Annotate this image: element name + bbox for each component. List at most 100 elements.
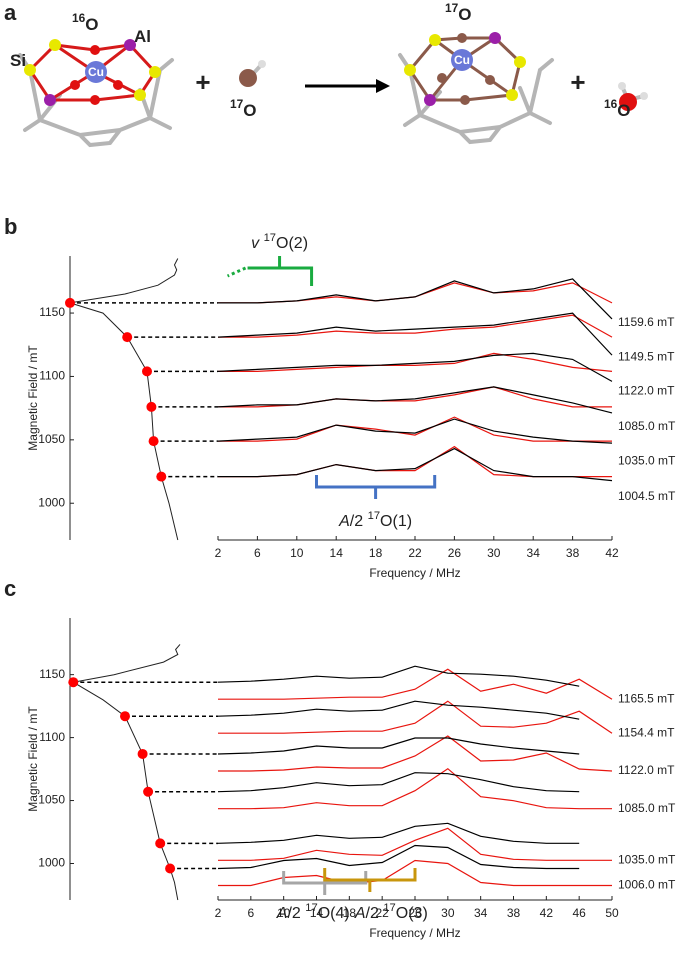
field-label: 1085.0 mT [618, 419, 676, 433]
annotation-label: v 17O(2) [251, 232, 308, 252]
experiment-trace [218, 447, 613, 482]
field-marker [155, 838, 166, 849]
experiment-trace [217, 700, 580, 720]
experiment-trace [217, 312, 613, 356]
text-part: O [243, 101, 256, 120]
text-part: 17 [230, 97, 244, 111]
simulation-trace [218, 735, 613, 772]
x-tick-label: 2 [215, 906, 222, 920]
x-tick-label: 34 [474, 906, 488, 920]
experiment-trace [217, 772, 580, 793]
x-tick-label: 38 [507, 906, 521, 920]
x-tick-label: 10 [290, 546, 304, 560]
y-axis-label: Magnetic Field / mT [26, 345, 40, 451]
x-tick-label: 22 [408, 546, 422, 560]
x-tick-label: 38 [566, 546, 580, 560]
text-part: + [570, 67, 585, 97]
annotation-bracket [282, 871, 368, 895]
molecule-label: 17O [445, 1, 471, 24]
text-part: Al [134, 27, 151, 46]
cage-left [18, 39, 174, 148]
annotation-bracket [315, 475, 437, 499]
field-marker [146, 401, 157, 412]
experiment-trace [217, 352, 613, 382]
text-part: 16 [604, 97, 618, 111]
field-label: 1165.5 mT [618, 691, 675, 705]
text-part: 17 [264, 232, 276, 244]
text-part: 17 [383, 902, 395, 914]
y-tick-label: 1000 [38, 495, 65, 509]
y-tick-label: 1050 [38, 793, 65, 807]
simulation-trace [218, 386, 612, 408]
y-tick-label: 1100 [39, 369, 65, 383]
experiment-trace [218, 278, 613, 320]
field-marker [156, 471, 167, 482]
x-tick-label: 14 [310, 906, 324, 920]
text-part: Cu [88, 65, 104, 79]
field-label: 1006.0 mT [618, 878, 676, 892]
molecule-label: Cu [88, 65, 104, 79]
simulation-trace [218, 700, 613, 734]
x-tick-label: 18 [343, 906, 357, 920]
reaction-arrow [305, 79, 390, 93]
field-marker [142, 366, 152, 377]
field-label: 1159.6 mT [618, 315, 675, 329]
x-tick-label: 42 [540, 906, 554, 920]
text-part: O [85, 15, 98, 34]
panel-label: c [4, 576, 16, 601]
field-label: 1004.5 mT [618, 489, 676, 503]
field-marker [122, 332, 133, 343]
text-part: v [251, 235, 260, 252]
molecule-label: + [570, 67, 585, 97]
field-label: 1085.0 mT [618, 801, 676, 815]
annotation-bracket [247, 256, 314, 286]
field-marker [120, 711, 130, 722]
molecule-label: + [195, 67, 210, 97]
field-marker [137, 748, 148, 759]
experiment-trace [217, 844, 580, 870]
field-label: 1122.0 mT [618, 763, 675, 777]
text-part: O(3) [396, 905, 428, 922]
water-17o [239, 60, 266, 87]
simulation-trace [218, 767, 612, 810]
experiment-trace [217, 737, 580, 755]
annotation-label: A/2 17O(4) [276, 902, 350, 922]
experiment-trace [217, 665, 580, 687]
x-tick-label: 42 [605, 546, 619, 560]
text-part: + [195, 67, 210, 97]
y-tick-label: 1150 [39, 667, 65, 681]
text-part: 17 [368, 510, 380, 522]
y-tick-label: 1100 [39, 730, 65, 744]
text-part: 16 [72, 11, 86, 25]
simulation-trace [218, 352, 613, 372]
text-part: O [458, 5, 471, 24]
field-label: 1035.0 mT [618, 853, 676, 867]
molecule-label: Si [10, 51, 26, 70]
water-16o [618, 82, 648, 111]
cage-right [398, 32, 554, 145]
x-tick-label: 30 [441, 906, 455, 920]
simulation-trace [218, 282, 613, 304]
field-marker [143, 786, 154, 797]
field-marker [65, 297, 75, 308]
molecule-label: Cu [454, 53, 470, 67]
text-part: A [276, 905, 288, 922]
x-tick-label: 46 [572, 906, 586, 920]
text-part: O(2) [276, 235, 308, 252]
panel-label: b [4, 214, 17, 239]
absorption-curve [69, 258, 179, 541]
molecule-label: 16O [72, 11, 98, 34]
y-tick-label: 1150 [39, 305, 65, 319]
text-part: /2 [350, 513, 368, 530]
field-marker [148, 436, 159, 447]
experiment-trace [217, 386, 613, 414]
text-part: Si [10, 51, 26, 70]
y-tick-label: 1000 [38, 856, 65, 870]
annotation-bracket [323, 868, 417, 892]
field-label: 1149.5 mT [618, 349, 675, 363]
text-part: /2 [287, 905, 305, 922]
x-tick-label: 6 [247, 906, 254, 920]
text-part: 17 [445, 1, 459, 15]
simulation-trace [218, 445, 612, 478]
x-tick-label: 10 [277, 906, 291, 920]
